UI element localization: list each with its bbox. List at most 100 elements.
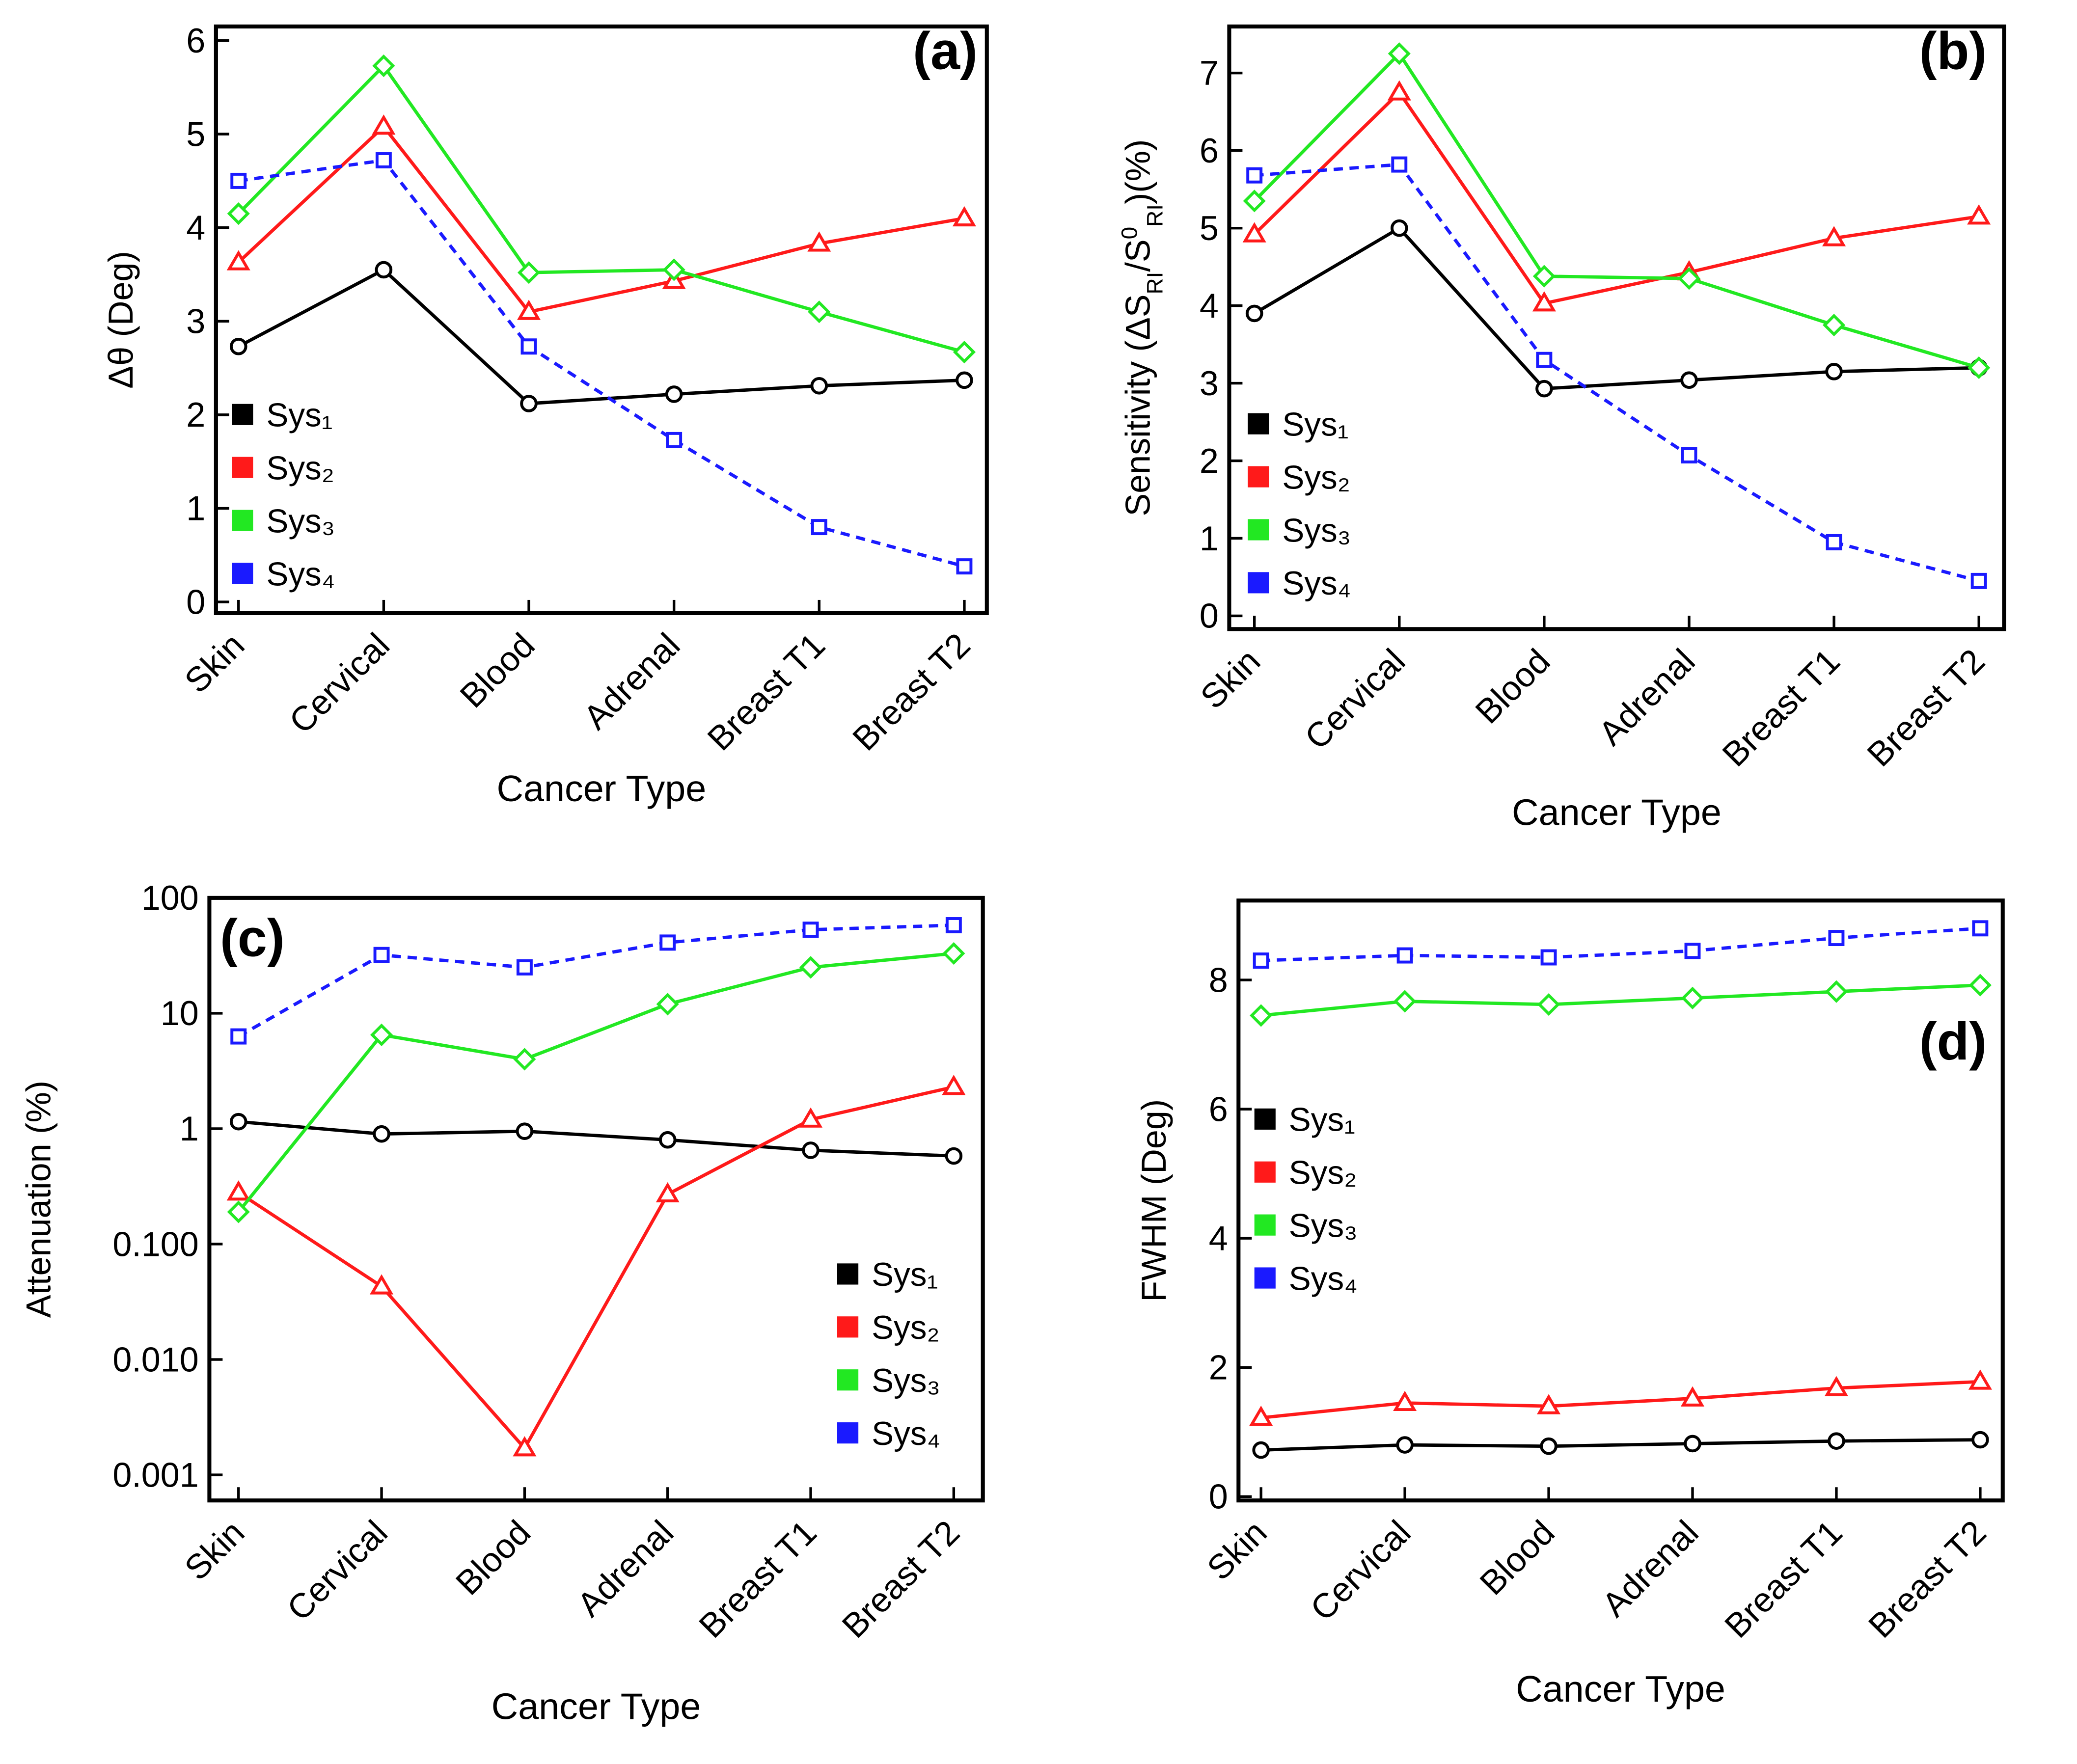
marker <box>802 1141 820 1159</box>
series-line <box>1261 926 1981 962</box>
y-tick-label: 6 <box>1209 1090 1228 1128</box>
legend-label: Sys₃ <box>1289 1207 1358 1244</box>
marker <box>517 261 541 284</box>
marker <box>1396 1436 1414 1454</box>
y-tick-label: 3 <box>186 302 205 341</box>
y-axis-label-part: Sensitivity (ΔS <box>1119 294 1157 516</box>
marker <box>230 172 247 189</box>
marker <box>1535 380 1553 398</box>
marker <box>656 993 679 1016</box>
x-tick-label: Breast T1 <box>700 626 832 758</box>
marker <box>1825 980 1848 1003</box>
y-tick-label: 8 <box>1209 961 1228 999</box>
series-line <box>1253 89 1979 305</box>
y-axis-label: Sensitivity (ΔSRI/S0RI)(%) <box>1117 139 1168 516</box>
legend-label: Sys₂ <box>1282 459 1350 496</box>
marker <box>1250 1004 1273 1027</box>
legend-swatch <box>232 457 253 478</box>
y-tick-label: 0 <box>1209 1478 1228 1516</box>
legend-label: Sys₂ <box>1289 1155 1357 1192</box>
marker <box>1540 1437 1558 1455</box>
legend-swatch <box>232 510 253 531</box>
marker <box>1537 993 1560 1016</box>
legend-swatch <box>837 1369 859 1391</box>
marker <box>952 206 976 227</box>
panel-label: (a) <box>913 21 978 80</box>
x-tick-label: Adrenal <box>1591 642 1702 753</box>
marker <box>811 519 827 536</box>
marker <box>810 377 828 395</box>
marker <box>1681 447 1697 463</box>
x-tick-label: Adrenal <box>570 1513 681 1624</box>
y-axis-label: Attenuation (%) <box>20 1081 58 1318</box>
marker <box>665 385 683 403</box>
marker <box>520 338 537 355</box>
legend-swatch <box>232 563 253 584</box>
marker <box>1537 1394 1561 1414</box>
marker <box>1252 1441 1270 1459</box>
marker <box>370 1023 393 1046</box>
marker <box>230 1028 247 1045</box>
legend-label: Sys₄ <box>1289 1260 1358 1297</box>
legend-swatch <box>1248 572 1269 594</box>
plot-frame <box>207 896 985 1503</box>
x-tick-label: Breast T2 <box>1861 1513 1993 1645</box>
series-line <box>238 923 954 1038</box>
y-axis-label-part: RI <box>1142 272 1168 295</box>
x-tick-label: Cervical <box>280 1513 395 1628</box>
marker <box>1540 949 1557 966</box>
marker <box>1388 42 1411 65</box>
x-tick-label: Skin <box>177 626 252 701</box>
y-tick-label: 5 <box>186 115 205 153</box>
marker <box>662 258 685 281</box>
x-axis-label: Cancer Type <box>496 768 706 810</box>
marker <box>513 1436 537 1457</box>
series-line <box>237 951 954 1213</box>
marker <box>1967 204 1991 225</box>
y-tick-label: 4 <box>1209 1219 1228 1257</box>
marker <box>807 231 831 252</box>
x-tick-label: Skin <box>1200 1513 1274 1588</box>
legend-label: Sys₃ <box>1282 512 1351 549</box>
marker <box>1680 371 1698 389</box>
marker <box>666 432 683 448</box>
marker <box>1968 1369 1992 1390</box>
y-tick-label: 1 <box>186 489 205 528</box>
legend-swatch <box>1248 466 1269 488</box>
marker <box>956 371 973 389</box>
marker <box>1680 1386 1705 1407</box>
x-axis-label: Cancer Type <box>1512 792 1722 834</box>
marker <box>658 1131 677 1149</box>
series-line <box>237 124 965 314</box>
marker <box>945 1147 963 1165</box>
legend-label: Sys₄ <box>266 556 335 593</box>
marker <box>1246 167 1263 184</box>
x-tick-label: Breast T1 <box>1718 1513 1850 1645</box>
x-tick-label: Breast T2 <box>1860 642 1992 774</box>
x-tick-label: Blood <box>1473 1513 1562 1602</box>
y-tick-label: 2 <box>1200 442 1219 480</box>
y-tick-label: 0.100 <box>112 1225 198 1263</box>
y-axis-label-part: RI <box>1142 204 1168 227</box>
x-axis-label: Cancer Type <box>1516 1669 1725 1710</box>
legend-label: Sys₂ <box>872 1309 940 1346</box>
legend-swatch <box>837 1263 859 1285</box>
marker <box>375 261 393 279</box>
marker <box>226 250 250 271</box>
series-line <box>1261 1438 1980 1452</box>
legend-swatch <box>1254 1108 1276 1130</box>
marker <box>1253 952 1269 969</box>
marker <box>1396 947 1413 964</box>
marker <box>1822 226 1846 246</box>
legend-swatch <box>837 1316 859 1338</box>
marker <box>1971 1431 1989 1449</box>
legend-swatch <box>1254 1267 1276 1289</box>
marker <box>229 1113 247 1131</box>
legend-swatch <box>1248 413 1269 434</box>
legend-swatch <box>1254 1161 1276 1183</box>
marker <box>1536 352 1553 368</box>
panel-label: (b) <box>1919 21 1987 80</box>
x-tick-label: Cervical <box>1297 642 1412 757</box>
marker <box>1972 920 1989 937</box>
